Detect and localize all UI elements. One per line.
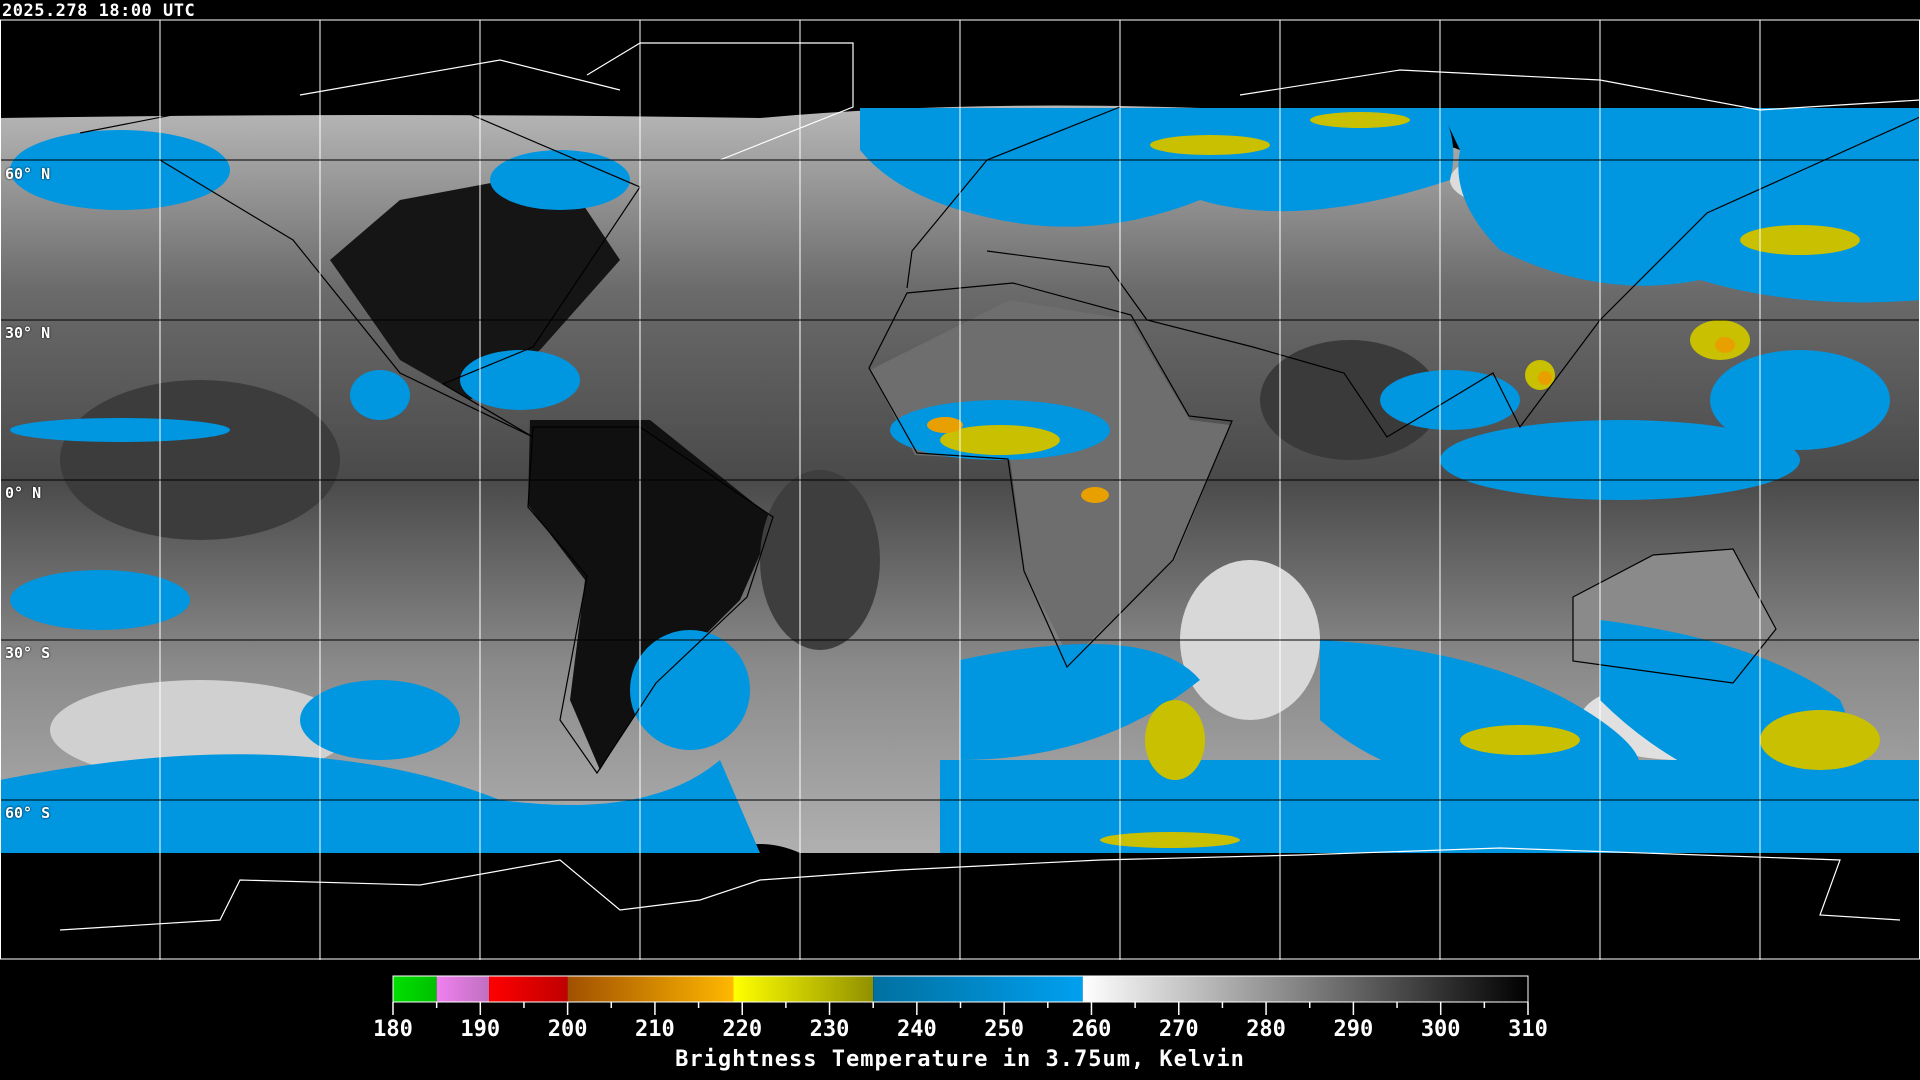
colorbar-segment: [393, 976, 437, 1002]
colorbar-tick-label: 310: [1508, 1017, 1548, 1042]
colorbar: 180 190 200 210 220 230 240 250 260 270 280 290 300 3…: [373, 975, 1548, 1042]
colorbar-segment: [733, 976, 874, 1002]
colorbar-tick-label: 200: [548, 1017, 588, 1042]
colorbar-tick-label: 180: [373, 1017, 413, 1042]
colorbar-tick-label: 240: [897, 1017, 937, 1042]
colorbar-segment: [873, 976, 1083, 1002]
colorbar-tick-label: 220: [722, 1017, 762, 1042]
lat-label-30n: 30° N: [5, 324, 51, 342]
colorbar-tick-label: 280: [1246, 1017, 1286, 1042]
colorbar-tick-label: 270: [1159, 1017, 1199, 1042]
colorbar-segment: [1082, 976, 1528, 1002]
colorbar-tick-label: 300: [1421, 1017, 1461, 1042]
colorbar-tick-label: 210: [635, 1017, 675, 1042]
timestamp: 2025.278 18:00 UTC: [2, 1, 196, 21]
colorbar-tick-label: 260: [1072, 1017, 1112, 1042]
coastlines: [59, 42, 1920, 931]
lat-label-60n: 60° N: [5, 165, 51, 183]
lat-lon-grid: [0, 19, 1920, 960]
colorbar-segment: [436, 976, 490, 1002]
lat-label-60s: 60° S: [5, 804, 51, 822]
colorbar-segment: [489, 976, 568, 1002]
colorbar-segment: [567, 976, 734, 1002]
colorbar-tick-label: 290: [1334, 1017, 1374, 1042]
colorbar-title: Brightness Temperature in 3.75um, Kelvin: [675, 1047, 1245, 1072]
lat-label-0n: 0° N: [5, 484, 42, 502]
cold-cloud-regions: [0, 108, 1920, 853]
colorbar-tick-label: 230: [810, 1017, 850, 1042]
colorbar-tick-label: 190: [460, 1017, 500, 1042]
colorbar-tick-label: 250: [984, 1017, 1024, 1042]
lat-label-30s: 30° S: [5, 644, 51, 662]
satellite-map: [0, 19, 1920, 960]
